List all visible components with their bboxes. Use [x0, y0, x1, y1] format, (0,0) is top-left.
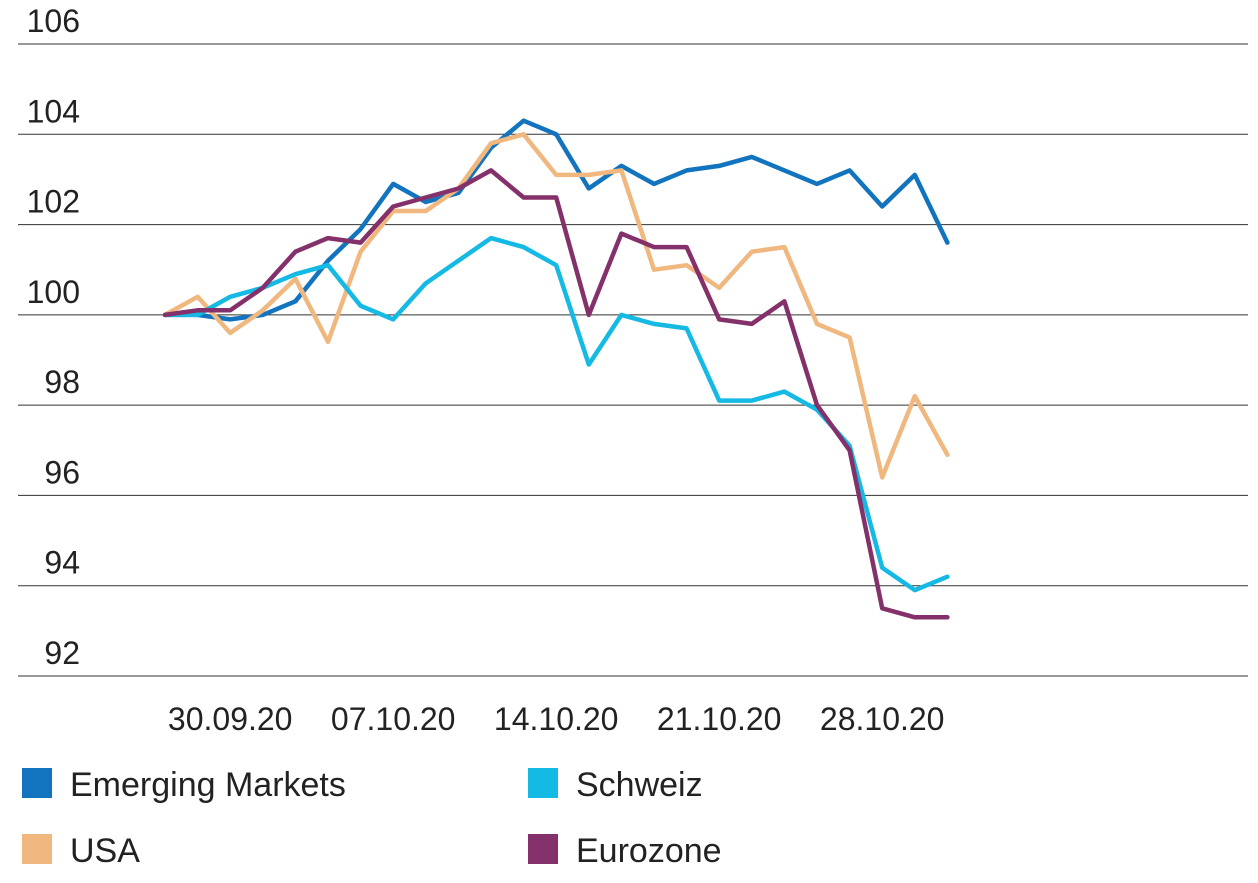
series-line-schweiz [162, 235, 950, 593]
x-tick-label: 21.10.20 [657, 701, 782, 737]
x-axis-tick-labels: 30.09.20 07.10.20 14.10.20 21.10.20 28.10.20 [168, 701, 945, 737]
x-tick-label: 30.09.20 [168, 701, 293, 737]
legend-swatch-schweiz [528, 768, 558, 798]
series-line-eurozone [162, 168, 950, 620]
series-line-usa [162, 132, 950, 480]
x-tick-label: 07.10.20 [331, 701, 456, 737]
legend-label-schweiz: Schweiz [576, 766, 703, 804]
x-tick-label: 28.10.20 [820, 701, 945, 737]
y-tick-label: 106 [27, 3, 80, 39]
y-tick-label: 94 [44, 545, 80, 581]
legend-swatch-usa [22, 834, 52, 864]
series-line-emerging-markets [162, 118, 950, 322]
legend-label-usa: USA [70, 832, 140, 870]
grid-lines [18, 43, 1248, 677]
legend-swatch-eurozone [528, 834, 558, 864]
y-tick-label: 92 [44, 635, 80, 671]
y-tick-label: 98 [44, 364, 80, 400]
legend-label-emerging-markets: Emerging Markets [70, 766, 346, 804]
legend-label-eurozone: Eurozone [576, 832, 722, 870]
y-tick-label: 100 [27, 274, 80, 310]
series-lines [162, 118, 950, 620]
y-axis-tick-labels: 106 104 102 100 98 96 94 92 [27, 3, 80, 671]
legend-swatch-emerging-markets [22, 768, 52, 798]
y-tick-label: 96 [44, 454, 80, 490]
legend: Emerging Markets USA Schweiz Eurozone [22, 766, 722, 870]
y-tick-label: 102 [27, 184, 80, 220]
y-tick-label: 104 [27, 93, 80, 129]
x-tick-label: 14.10.20 [494, 701, 619, 737]
